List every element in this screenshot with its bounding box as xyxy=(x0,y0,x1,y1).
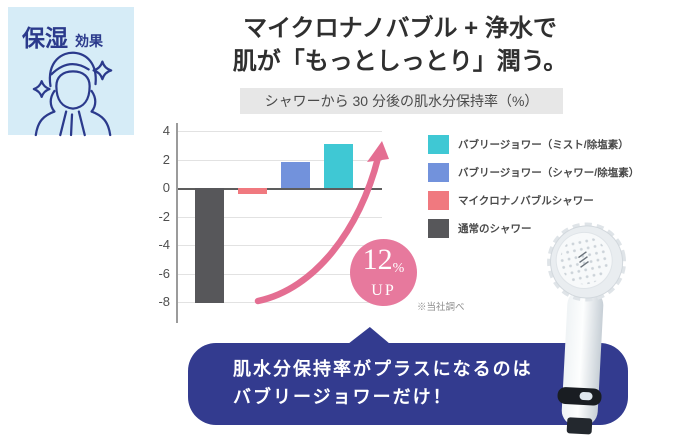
y-tick-label: 2 xyxy=(162,151,170,167)
chart-legend: バブリージョワー（ミスト/除塩素） バブリージョワー（シャワー/除塩素） マイクロナ… xyxy=(428,135,639,247)
bubble-tail xyxy=(348,327,390,344)
legend-swatch xyxy=(428,135,449,154)
y-tick-label: -2 xyxy=(158,208,170,224)
legend-swatch xyxy=(428,191,449,210)
y-axis-line xyxy=(176,123,178,323)
callout-bubble: 肌水分保持率がプラスになるのは バブリージョワーだけ！ xyxy=(188,327,628,425)
gridline xyxy=(178,273,382,275)
callout-line1: 肌水分保持率がプラスになるのは xyxy=(233,359,533,379)
sparkle-icon xyxy=(92,60,113,81)
growth-arrow-icon xyxy=(254,141,389,305)
percent-up-unit: % xyxy=(392,260,405,276)
legend-swatch xyxy=(428,219,449,238)
y-tick-label: -8 xyxy=(158,294,170,309)
legend-label: 通常のシャワー xyxy=(458,223,532,235)
y-tick-label: -6 xyxy=(158,265,170,281)
gridline xyxy=(178,302,382,303)
bar-2 xyxy=(281,162,310,188)
bar-3 xyxy=(324,143,353,188)
moisturizing-effect-badge: 保湿 効果 xyxy=(8,7,134,137)
callout-line2: バブリージョワーだけ！ xyxy=(233,387,453,407)
legend-row-1: バブリージョワー（シャワー/除塩素） xyxy=(428,163,639,182)
y-tick-label: -4 xyxy=(158,237,170,252)
gridline xyxy=(178,159,382,161)
bar-1 xyxy=(238,188,267,194)
callout-text: 肌水分保持率がプラスになるのは バブリージョワーだけ！ xyxy=(188,343,628,411)
bar-0 xyxy=(195,188,224,304)
legend-row-3: 通常のシャワー xyxy=(428,219,639,238)
percent-up-badge: 12 % UP xyxy=(350,239,417,306)
percent-up-word: UP xyxy=(371,281,396,299)
headline-line2: 肌が「もっとしっとり」潤う。 xyxy=(232,48,568,75)
chart-title-bar: シャワーから 30 分後の肌水分保持率（%） xyxy=(240,88,563,114)
legend-row-0: バブリージョワー（ミスト/除塩素） xyxy=(428,135,639,154)
badge-title-row: 保湿 効果 xyxy=(8,7,134,53)
headline: マイクロナノバブル + 浄水で 肌が「もっとしっとり」潤う。 xyxy=(130,12,670,78)
badge-title: 保湿 xyxy=(22,25,68,51)
survey-note: ※当社調べ xyxy=(417,302,465,313)
gridline xyxy=(178,245,382,246)
legend-label: マイクロナノバブルシャワー xyxy=(458,195,594,207)
gridline xyxy=(178,131,382,132)
chart-plot-area: 4 2 0 -2 -4 -6 -8 xyxy=(140,123,390,325)
y-tick-label: 0 xyxy=(162,180,170,195)
gridline xyxy=(178,216,382,218)
moisturized-face-icon xyxy=(32,51,113,137)
shower-head-product xyxy=(547,222,627,435)
legend-label: バブリージョワー（ミスト/除塩素） xyxy=(458,139,629,151)
badge-subtitle: 効果 xyxy=(75,33,103,49)
sparkle-icon xyxy=(32,80,51,98)
percent-up-row: 12 % xyxy=(362,242,405,282)
headline-line1: マイクロナノバブル + 浄水で xyxy=(243,15,557,42)
y-tick-label: 4 xyxy=(162,123,170,138)
legend-swatch xyxy=(428,163,449,182)
legend-label: バブリージョワー（シャワー/除塩素） xyxy=(458,167,640,179)
zero-gridline xyxy=(178,188,382,190)
percent-up-value: 12 xyxy=(362,242,393,276)
legend-row-2: マイクロナノバブルシャワー xyxy=(428,191,639,210)
